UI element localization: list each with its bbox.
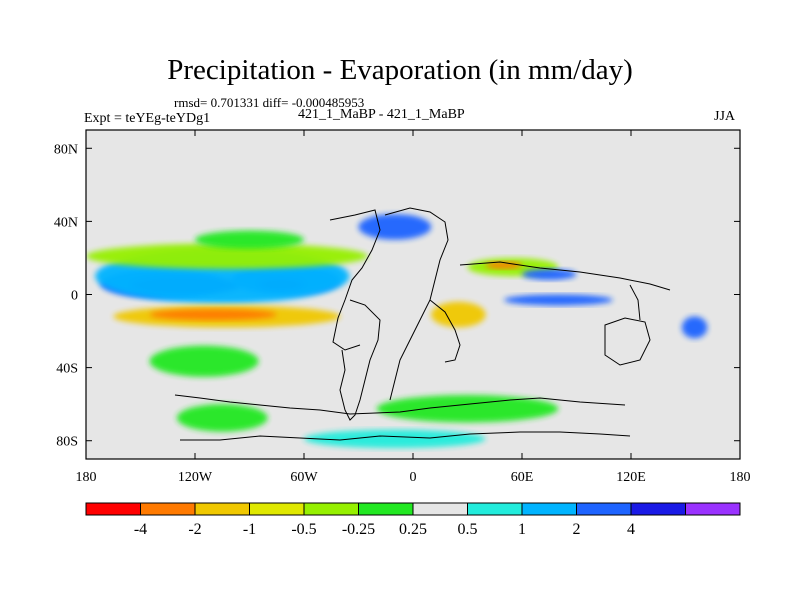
field-feature-15 [681, 316, 708, 339]
colorbar-label-9: 4 [627, 521, 635, 538]
colorbar-box-11 [685, 502, 741, 516]
x-tick-label-5: 120E [616, 470, 646, 485]
chart-title: Precipitation - Evaporation (in mm/day) [167, 54, 633, 86]
colorbar-box-7 [467, 502, 523, 516]
coastlines [174, 207, 671, 441]
colorbar-label-3: -0.5 [291, 521, 316, 538]
y-tick-label-1: 40N [54, 215, 78, 230]
field-features [86, 214, 708, 449]
x-tick-label-4: 60E [511, 470, 534, 485]
colorbar-label-6: 0.5 [458, 521, 478, 538]
colorbar-label-2: -1 [243, 521, 256, 538]
axes: 180 120W 60W 0 60E 120E 180 80N 40N 0 40S 80S [54, 130, 751, 485]
colorbar-box-1 [140, 502, 196, 516]
y-tick-label-3: 40S [56, 362, 78, 377]
colorbar-label-0: -4 [134, 521, 147, 538]
field-feature-8 [195, 230, 304, 249]
field-feature-13 [522, 268, 577, 280]
field-feature-7 [86, 243, 368, 269]
y-tick-label-0: 80N [54, 142, 78, 157]
x-tick-label-6: 180 [730, 470, 751, 485]
field-feature-19 [176, 404, 268, 432]
x-tick-label-1: 120W [178, 470, 213, 485]
field-feature-17 [376, 395, 559, 423]
x-tick-label-0: 180 [76, 470, 97, 485]
field-feature-14 [431, 301, 486, 328]
colorbar-box-6 [412, 502, 468, 516]
x-tick-label-3: 0 [410, 470, 417, 485]
colorbar-box-5 [358, 502, 414, 516]
x-tick-label-2: 60W [290, 470, 318, 485]
colorbar: -4 -2 -1 -0.5 -0.25 0.25 0.5 1 2 4 [85, 502, 741, 538]
colorbar-box-3 [249, 502, 305, 516]
y-tick-label-2: 0 [71, 289, 78, 304]
colorbar-label-7: 1 [518, 521, 526, 538]
field-feature-11 [485, 261, 522, 269]
season-label: JJA [714, 109, 736, 124]
colorbar-box-2 [194, 502, 250, 516]
colorbar-label-8: 2 [573, 521, 581, 538]
colorbar-label-4: -0.25 [342, 521, 375, 538]
y-tick-label-4: 80S [56, 435, 78, 450]
colorbar-box-10 [630, 502, 686, 516]
field-feature-12 [503, 294, 613, 306]
field-feature-6 [149, 309, 277, 321]
colorbar-box-9 [576, 502, 632, 516]
field-feature-18 [304, 429, 486, 449]
colorbar-label-1: -2 [188, 521, 201, 538]
experiment-label: Expt = teYEg-teYDg1 [84, 111, 211, 126]
run-comparison-label: 421_1_MaBP - 421_1_MaBP [298, 107, 465, 122]
colorbar-box-4 [303, 502, 359, 516]
stats-subtitle: rmsd= 0.701331 diff= -0.000485953 [174, 95, 365, 110]
field-feature-9 [358, 214, 432, 240]
colorbar-box-0 [85, 502, 141, 516]
colorbar-label-5: 0.25 [399, 521, 427, 538]
field-feature-16 [149, 345, 259, 377]
colorbar-box-8 [521, 502, 577, 516]
